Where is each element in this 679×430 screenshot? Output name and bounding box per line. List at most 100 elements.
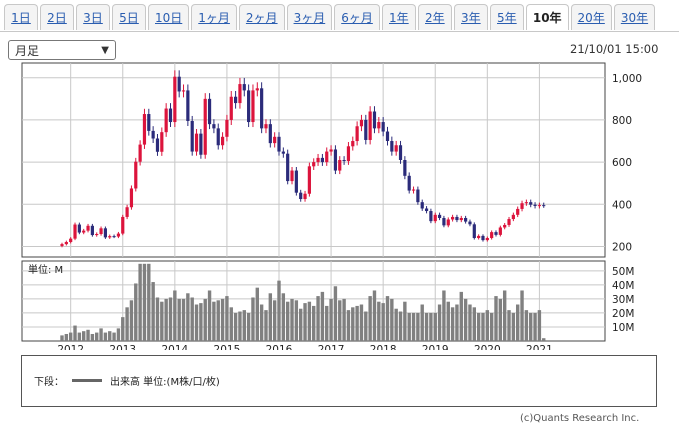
volume-bar <box>463 298 468 341</box>
volume-bar <box>468 304 472 341</box>
candle-body <box>359 119 364 127</box>
legend-box: 下段： 出来高 単位:(M株/口/枚) <box>21 355 657 407</box>
candle-body <box>312 162 316 167</box>
volume-bar <box>90 333 95 341</box>
volume-bar <box>351 307 355 341</box>
volume-bar <box>416 312 420 341</box>
y-tick-label: 800 <box>612 115 632 127</box>
volume-bar <box>325 305 329 341</box>
chevron-down-icon: ▼ <box>101 44 109 56</box>
volume-bar <box>381 303 385 341</box>
tab-6[interactable]: 2ヶ月 <box>238 4 285 30</box>
candle-body <box>385 131 390 142</box>
tab-3[interactable]: 5日 <box>112 4 146 30</box>
candle-body <box>168 108 173 123</box>
volume-bar <box>268 293 273 341</box>
volume-bar <box>281 293 286 341</box>
candle-period-select[interactable]: 月足 ▼ <box>8 40 116 60</box>
tab-divider <box>0 31 679 32</box>
volume-bar <box>329 298 333 341</box>
volume-bar <box>529 312 533 341</box>
candle-body <box>455 216 459 221</box>
volume-bar <box>121 317 125 341</box>
candle-body <box>138 144 142 162</box>
volume-bar <box>207 290 212 341</box>
volume-bar <box>199 303 203 341</box>
candle-body <box>277 136 281 152</box>
candle-body <box>307 166 311 194</box>
candle-body <box>69 238 73 243</box>
volume-bar <box>307 301 312 341</box>
volume-bar <box>82 331 86 341</box>
tab-5[interactable]: 1ヶ月 <box>191 4 237 30</box>
candle-body <box>64 242 68 245</box>
candle-body <box>503 224 507 228</box>
candle-body <box>481 235 485 241</box>
tab-10[interactable]: 2年 <box>417 4 452 30</box>
candle-body <box>203 98 207 155</box>
volume-bar <box>255 287 259 341</box>
candle-body <box>394 145 398 152</box>
tab-9[interactable]: 1年 <box>381 4 416 30</box>
vol-tick-label: 10M <box>612 322 634 334</box>
candle-body <box>199 133 203 155</box>
candle-body <box>90 225 94 236</box>
candle-body <box>151 130 155 139</box>
legend-line-swatch <box>72 379 102 382</box>
candle-body <box>86 225 90 231</box>
candle-body <box>251 90 255 123</box>
candle-body <box>477 235 481 239</box>
x-tick-label: 2013 <box>109 344 136 350</box>
period-tabs: 1日 2日 3日 5日 10日 1ヶ月 2ヶ月 3ヶ月 6ヶ月 1年 2年 3年 5年 10年 20年 30年 <box>0 0 679 31</box>
volume-bar <box>450 307 455 341</box>
tab-15[interactable]: 30年 <box>613 4 656 30</box>
candle-body <box>77 224 81 233</box>
volume-bar <box>377 301 381 341</box>
candle-body <box>273 136 277 144</box>
candle-body <box>112 236 116 238</box>
volume-bar <box>186 293 190 341</box>
volume-bar <box>394 308 398 341</box>
candle-body <box>537 205 541 207</box>
tab-4[interactable]: 10日 <box>148 4 190 30</box>
legend-prefix: 下段： <box>34 377 64 388</box>
candle-body <box>234 96 238 104</box>
tab-13[interactable]: 10年 <box>525 4 569 30</box>
candle-body <box>281 151 285 154</box>
candle-body <box>103 228 107 238</box>
candle-body <box>398 145 403 160</box>
volume-bar <box>277 280 281 341</box>
candle-body <box>190 120 194 152</box>
tab-8[interactable]: 6ヶ月 <box>334 4 380 30</box>
y-tick-label: 600 <box>612 157 632 169</box>
candle-body <box>147 114 151 131</box>
volume-bar <box>212 301 216 341</box>
tab-12[interactable]: 5年 <box>489 4 524 30</box>
candle-body <box>424 208 429 212</box>
volume-bar <box>285 301 290 341</box>
candle-body <box>229 96 233 120</box>
candle-body <box>268 124 272 144</box>
volume-bar <box>312 305 316 341</box>
volume-bar <box>242 310 246 341</box>
vol-tick-label: 20M <box>612 308 634 320</box>
tab-0[interactable]: 1日 <box>4 4 38 30</box>
tab-1[interactable]: 2日 <box>40 4 74 30</box>
candle-body <box>142 114 147 145</box>
candle-body <box>125 207 129 217</box>
tab-11[interactable]: 3年 <box>453 4 488 30</box>
legend-entry: 下段： 出来高 単位:(M株/口/枚) <box>34 373 220 388</box>
candle-body <box>121 216 125 234</box>
volume-bar <box>264 310 268 341</box>
candle-body <box>485 238 489 241</box>
tab-2[interactable]: 3日 <box>76 4 110 30</box>
volume-bar <box>99 328 103 341</box>
candle-body <box>498 227 502 235</box>
tab-14[interactable]: 20年 <box>570 4 612 30</box>
volume-bar <box>511 312 516 341</box>
candle-body <box>346 146 351 162</box>
tab-7[interactable]: 3ヶ月 <box>286 4 333 30</box>
volume-bar <box>73 325 77 341</box>
candle-body <box>472 224 476 239</box>
x-tick-label: 2018 <box>370 344 397 350</box>
